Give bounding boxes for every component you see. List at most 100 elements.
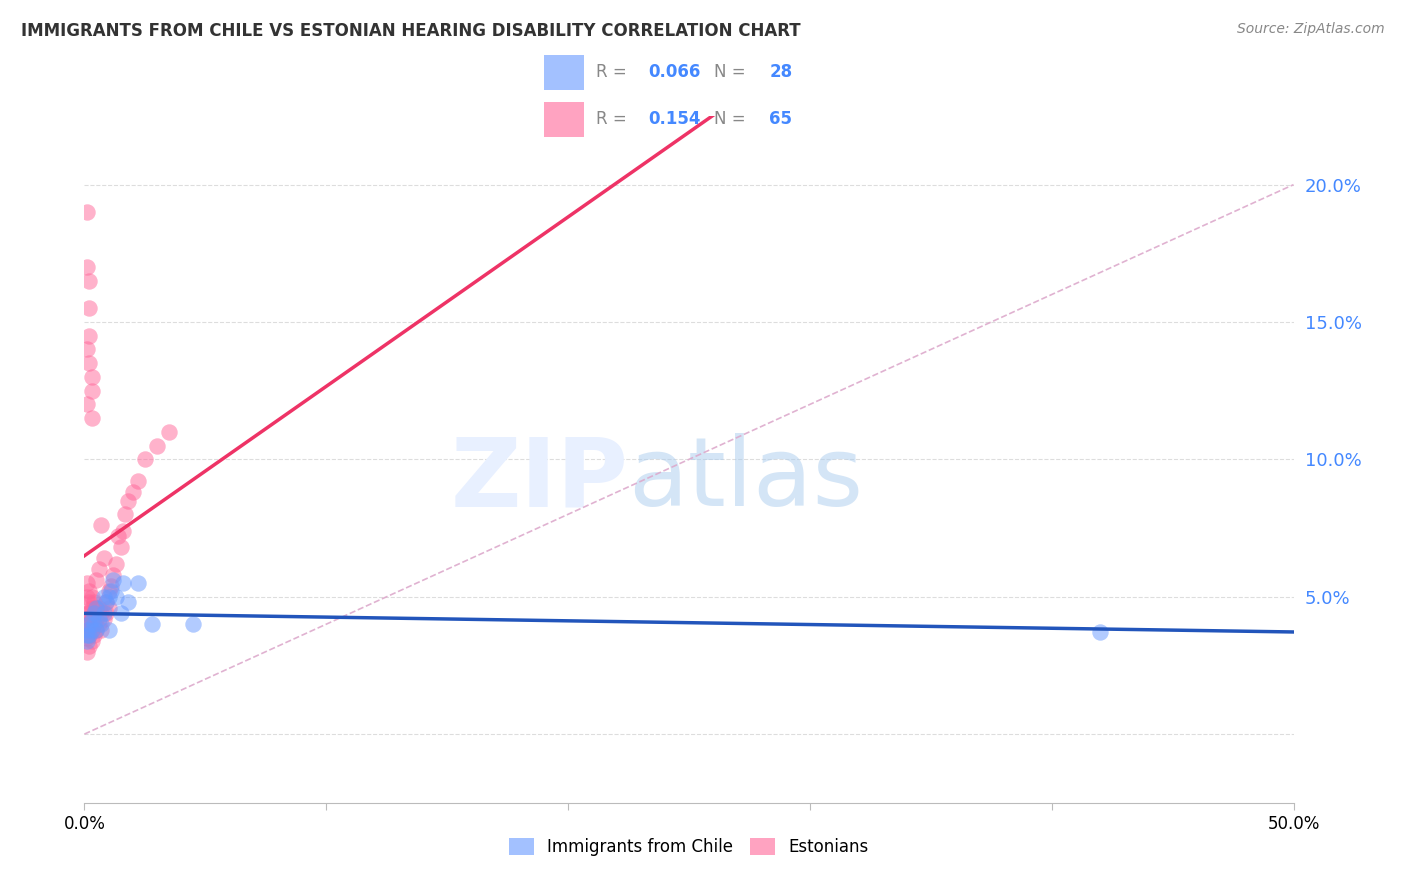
- Point: [127, 475, 149, 489]
- Point: [76, 623, 98, 637]
- Text: 0.154: 0.154: [648, 111, 702, 128]
- Point: [86, 600, 108, 615]
- Point: [110, 541, 132, 555]
- Point: [80, 411, 103, 425]
- Point: [83, 606, 105, 620]
- Text: R =: R =: [596, 63, 633, 81]
- Point: [77, 617, 100, 632]
- Text: IMMIGRANTS FROM CHILE VS ESTONIAN HEARING DISABILITY CORRELATION CHART: IMMIGRANTS FROM CHILE VS ESTONIAN HEARIN…: [21, 22, 800, 40]
- Point: [77, 628, 100, 642]
- Point: [146, 439, 169, 453]
- Point: [157, 425, 180, 439]
- Point: [76, 260, 98, 274]
- Point: [77, 617, 100, 632]
- Point: [104, 590, 127, 604]
- Text: ZIP: ZIP: [450, 434, 628, 526]
- Point: [112, 524, 135, 538]
- Point: [76, 576, 98, 591]
- Point: [80, 612, 103, 626]
- Point: [181, 617, 204, 632]
- Text: Source: ZipAtlas.com: Source: ZipAtlas.com: [1237, 22, 1385, 37]
- Point: [94, 595, 117, 609]
- Point: [83, 606, 105, 620]
- Point: [112, 576, 135, 591]
- Point: [87, 617, 110, 632]
- Point: [104, 557, 127, 571]
- Point: [87, 612, 110, 626]
- Point: [76, 590, 98, 604]
- Text: 65: 65: [769, 111, 793, 128]
- Point: [90, 617, 112, 632]
- Point: [93, 606, 115, 620]
- Point: [76, 631, 98, 645]
- Point: [86, 574, 108, 588]
- Point: [94, 606, 117, 620]
- Point: [86, 623, 108, 637]
- Point: [103, 574, 125, 588]
- Point: [76, 397, 98, 411]
- Point: [100, 584, 122, 599]
- Point: [86, 623, 108, 637]
- Text: 0.066: 0.066: [648, 63, 702, 81]
- Point: [100, 579, 122, 593]
- Point: [97, 590, 120, 604]
- Point: [97, 600, 120, 615]
- Text: N =: N =: [714, 111, 751, 128]
- Point: [77, 606, 100, 620]
- Point: [107, 529, 129, 543]
- Point: [80, 623, 103, 637]
- Point: [80, 612, 103, 626]
- Point: [94, 595, 117, 609]
- Point: [103, 567, 125, 582]
- Text: N =: N =: [714, 63, 751, 81]
- Point: [141, 617, 163, 632]
- Point: [80, 590, 103, 604]
- Point: [90, 606, 112, 620]
- Bar: [544, 102, 583, 137]
- Point: [1088, 625, 1111, 640]
- Bar: [544, 55, 583, 90]
- Point: [93, 551, 115, 566]
- Point: [77, 623, 100, 637]
- Legend: Immigrants from Chile, Estonians: Immigrants from Chile, Estonians: [502, 831, 876, 863]
- Point: [77, 301, 100, 316]
- Point: [77, 595, 100, 609]
- Point: [86, 612, 108, 626]
- Point: [76, 612, 98, 626]
- Point: [80, 370, 103, 384]
- Point: [93, 612, 115, 626]
- Point: [76, 623, 98, 637]
- Point: [83, 617, 105, 632]
- Point: [110, 606, 132, 620]
- Point: [76, 633, 98, 648]
- Point: [121, 485, 143, 500]
- Point: [97, 584, 120, 599]
- Point: [80, 623, 103, 637]
- Text: 28: 28: [769, 63, 793, 81]
- Point: [77, 274, 100, 288]
- Point: [127, 576, 149, 591]
- Point: [76, 617, 98, 632]
- Point: [80, 384, 103, 398]
- Point: [76, 606, 98, 620]
- Point: [117, 493, 139, 508]
- Point: [77, 639, 100, 653]
- Point: [117, 595, 139, 609]
- Point: [83, 595, 105, 609]
- Point: [114, 508, 136, 522]
- Point: [90, 518, 112, 533]
- Point: [76, 343, 98, 357]
- Point: [134, 452, 156, 467]
- Point: [83, 628, 105, 642]
- Point: [77, 356, 100, 370]
- Point: [97, 623, 120, 637]
- Point: [86, 600, 108, 615]
- Point: [77, 628, 100, 642]
- Point: [80, 633, 103, 648]
- Point: [76, 628, 98, 642]
- Point: [76, 205, 98, 219]
- Point: [87, 600, 110, 615]
- Point: [80, 600, 103, 615]
- Point: [76, 645, 98, 659]
- Text: R =: R =: [596, 111, 633, 128]
